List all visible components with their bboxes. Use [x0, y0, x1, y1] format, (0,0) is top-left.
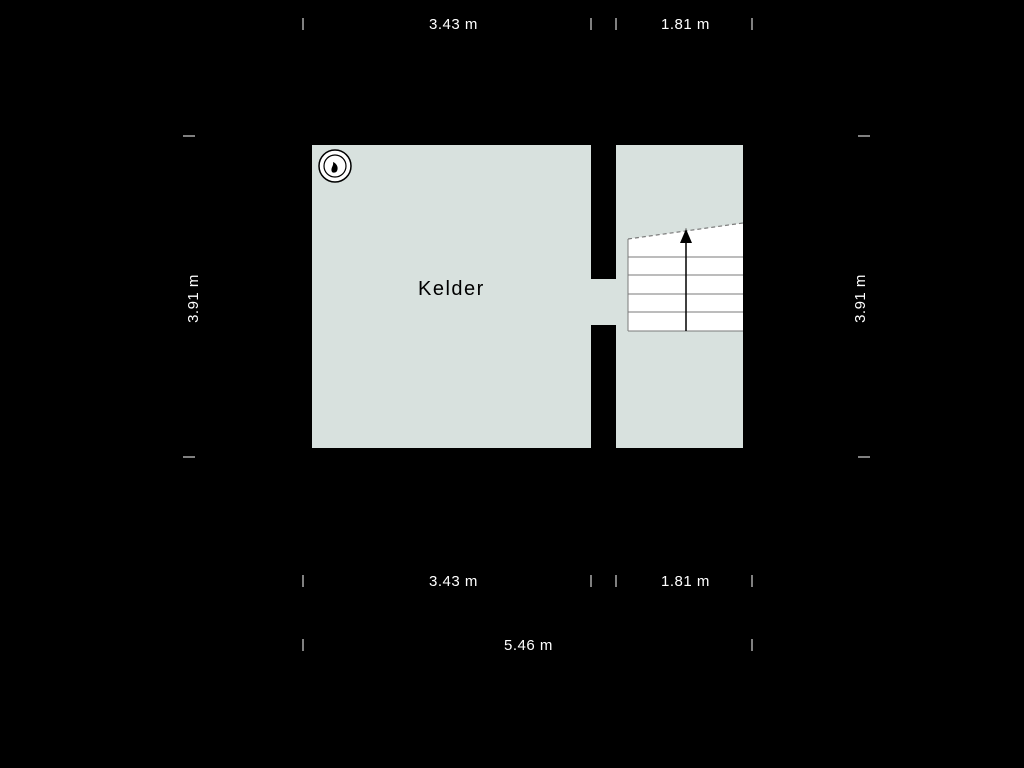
dim-left: 3.91 m	[185, 270, 202, 327]
partition-lower	[591, 325, 616, 448]
wall-bottom	[303, 448, 752, 457]
dim-top-left: 3.43 m	[425, 16, 482, 33]
wall-top	[303, 136, 752, 145]
floorplan-canvas: Kelder 3.43 m 1.81 m 3.43 m 1.81 m 5.46 …	[0, 0, 1024, 768]
dim-bottom-right: 1.81 m	[657, 573, 714, 590]
room-label-kelder: Kelder	[418, 278, 485, 301]
wall-left	[303, 136, 312, 457]
fixture-icon	[319, 150, 351, 182]
stairs	[628, 223, 743, 331]
dim-top-right: 1.81 m	[657, 16, 714, 33]
doorway-fill	[591, 279, 617, 325]
partition-upper	[591, 145, 616, 279]
dim-bottom-total: 5.46 m	[500, 637, 557, 654]
dim-right: 3.91 m	[852, 270, 869, 327]
wall-right	[743, 136, 752, 457]
dim-bottom-left: 3.43 m	[425, 573, 482, 590]
